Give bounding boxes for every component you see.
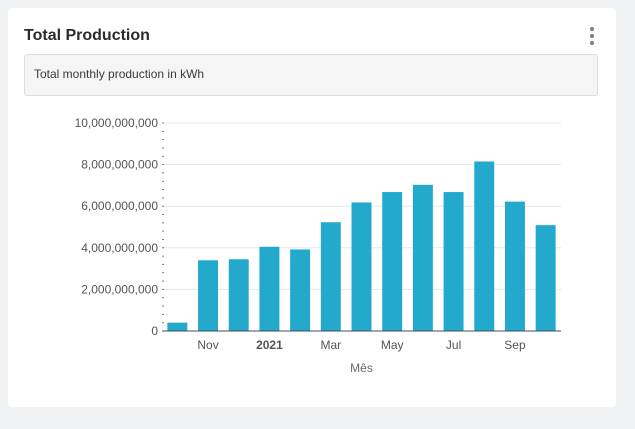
bar[interactable] <box>504 201 525 331</box>
y-axis-tick-labels: 0 2,000,000,000 4,000,000,000 6,000,000,000… <box>75 116 159 338</box>
more-vertical-icon[interactable] <box>584 26 600 46</box>
bar[interactable] <box>198 260 219 331</box>
description-text: Total monthly production in kWh <box>34 67 205 81</box>
bars <box>167 161 556 331</box>
y-tick-label: 4,000,000,000 <box>81 241 158 255</box>
bar[interactable] <box>228 259 249 331</box>
card-title: Total Production <box>24 27 150 44</box>
x-tick-label: 2021 <box>256 338 283 352</box>
bar[interactable] <box>535 225 556 331</box>
bar[interactable] <box>382 192 403 331</box>
bar[interactable] <box>443 192 464 331</box>
x-tick-label: Mar <box>320 338 341 352</box>
bar[interactable] <box>167 322 188 331</box>
bar[interactable] <box>474 161 495 331</box>
x-tick-label: Nov <box>197 338 218 352</box>
bar[interactable] <box>290 249 311 331</box>
bar[interactable] <box>351 202 372 331</box>
bar[interactable] <box>320 222 341 331</box>
x-tick-label: May <box>381 338 404 352</box>
description-box: Total monthly production in kWh <box>24 54 598 96</box>
x-tick-label: Sep <box>504 338 526 352</box>
x-tick-label: Jul <box>446 338 461 352</box>
bar[interactable] <box>259 246 280 331</box>
y-tick-label: 10,000,000,000 <box>75 116 159 130</box>
y-tick-label: 6,000,000,000 <box>81 199 158 213</box>
x-axis-title: Mês <box>350 361 373 375</box>
y-axis-minor-ticks <box>162 122 164 332</box>
x-axis-tick-labels: Nov 2021 Mar May Jul Sep <box>197 338 526 352</box>
y-tick-label: 0 <box>151 324 158 338</box>
bar[interactable] <box>412 184 433 331</box>
y-tick-label: 2,000,000,000 <box>81 282 158 296</box>
y-tick-label: 8,000,000,000 <box>81 158 158 172</box>
